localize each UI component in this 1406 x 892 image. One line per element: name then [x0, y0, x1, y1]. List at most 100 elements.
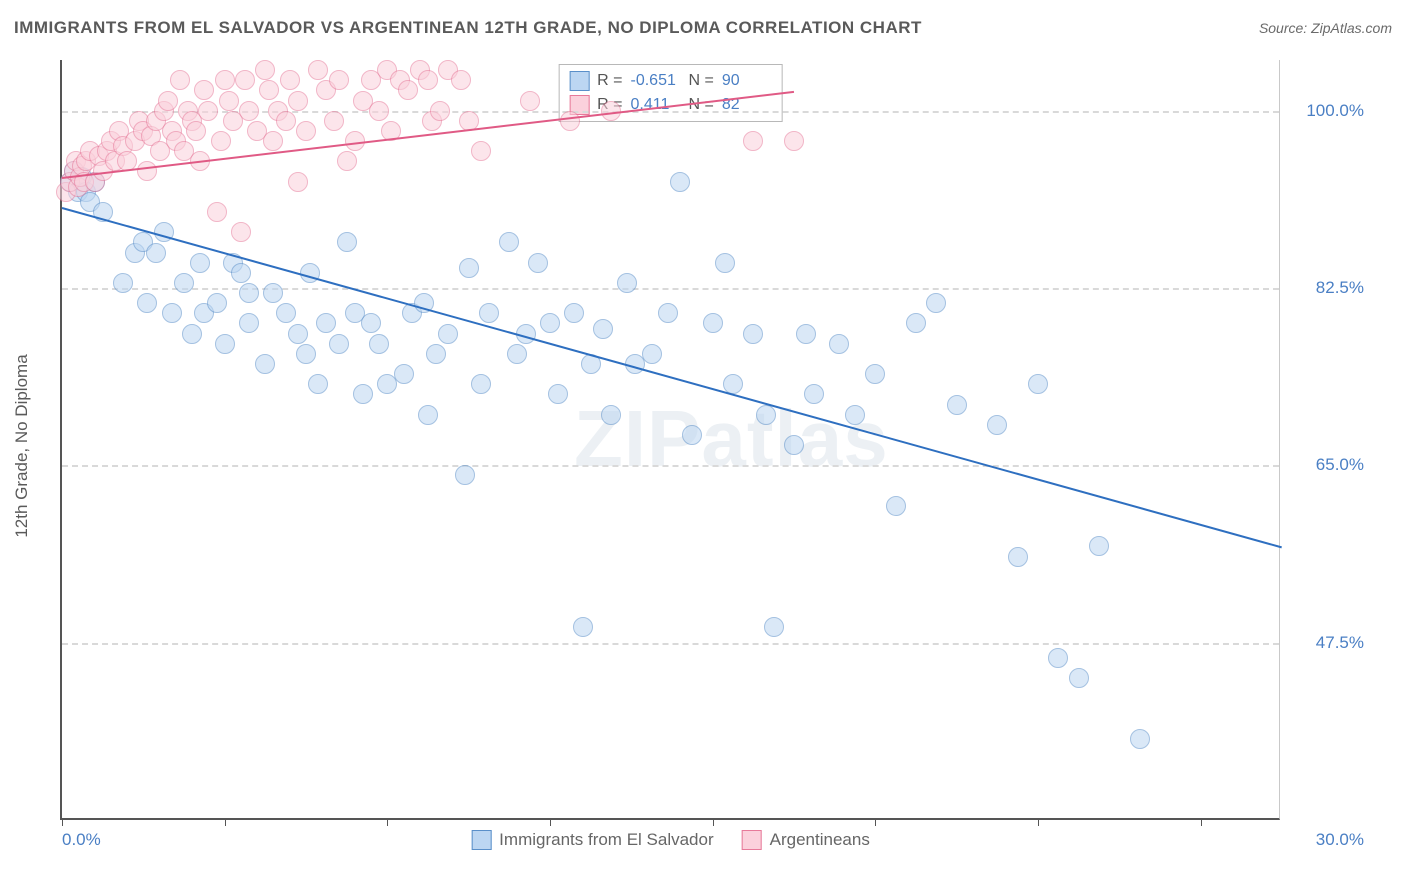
scatter-point	[560, 111, 580, 131]
scatter-point	[215, 70, 235, 90]
scatter-point	[455, 465, 475, 485]
scatter-point	[369, 334, 389, 354]
y-axis-label: 12th Grade, No Diploma	[12, 354, 32, 537]
scatter-point	[764, 617, 784, 637]
scatter-point	[146, 243, 166, 263]
scatter-point	[756, 405, 776, 425]
stats-row: R =-0.651N =90	[569, 69, 772, 93]
scatter-point	[471, 141, 491, 161]
scatter-point	[430, 101, 450, 121]
watermark: ZIPatlas	[574, 393, 889, 485]
scatter-point	[471, 374, 491, 394]
scatter-point	[296, 121, 316, 141]
x-tick	[875, 818, 876, 826]
scatter-point	[255, 60, 275, 80]
scatter-point	[642, 344, 662, 364]
scatter-point	[308, 374, 328, 394]
scatter-point	[231, 222, 251, 242]
x-tick	[62, 818, 63, 826]
scatter-point	[337, 232, 357, 252]
scatter-point	[198, 101, 218, 121]
scatter-point	[682, 425, 702, 445]
scatter-point	[593, 319, 613, 339]
gridline	[62, 465, 1279, 467]
scatter-point	[190, 253, 210, 273]
scatter-point	[1048, 648, 1068, 668]
scatter-point	[784, 131, 804, 151]
scatter-point	[1028, 374, 1048, 394]
scatter-point	[906, 313, 926, 333]
x-tick	[1201, 818, 1202, 826]
header: IMMIGRANTS FROM EL SALVADOR VS ARGENTINE…	[14, 18, 1392, 38]
x-tick	[387, 818, 388, 826]
scatter-point	[1008, 547, 1028, 567]
scatter-point	[288, 324, 308, 344]
scatter-point	[259, 80, 279, 100]
scatter-point	[670, 172, 690, 192]
stats-r-value: -0.651	[631, 72, 681, 90]
scatter-point	[418, 405, 438, 425]
stats-legend-box: R =-0.651N =90R =0.411N =82	[558, 64, 783, 122]
scatter-point	[804, 384, 824, 404]
scatter-point	[329, 334, 349, 354]
scatter-point	[162, 303, 182, 323]
scatter-point	[337, 151, 357, 171]
scatter-point	[170, 70, 190, 90]
scatter-point	[499, 232, 519, 252]
scatter-point	[528, 253, 548, 273]
scatter-point	[796, 324, 816, 344]
x-axis-max-label: 30.0%	[1316, 830, 1364, 850]
legend-swatch	[742, 830, 762, 850]
scatter-point	[947, 395, 967, 415]
scatter-point	[459, 258, 479, 278]
y-tick-label: 100.0%	[1289, 101, 1364, 121]
scatter-point	[296, 344, 316, 364]
gridline	[62, 643, 1279, 645]
scatter-point	[316, 313, 336, 333]
scatter-point	[255, 354, 275, 374]
source-label: Source: ZipAtlas.com	[1259, 20, 1392, 36]
scatter-point	[743, 131, 763, 151]
scatter-point	[239, 101, 259, 121]
scatter-point	[548, 384, 568, 404]
scatter-point	[239, 313, 259, 333]
scatter-point	[329, 70, 349, 90]
scatter-point	[308, 60, 328, 80]
scatter-point	[784, 435, 804, 455]
scatter-point	[743, 324, 763, 344]
scatter-point	[113, 273, 133, 293]
x-tick	[550, 818, 551, 826]
y-tick-label: 82.5%	[1289, 278, 1364, 298]
x-tick	[225, 818, 226, 826]
bottom-legend: Immigrants from El SalvadorArgentineans	[471, 830, 870, 850]
scatter-point	[231, 263, 251, 283]
scatter-point	[715, 253, 735, 273]
scatter-point	[288, 172, 308, 192]
stats-n-value: 90	[722, 72, 772, 90]
scatter-point	[324, 111, 344, 131]
scatter-point	[194, 80, 214, 100]
scatter-point	[207, 202, 227, 222]
scatter-point	[540, 313, 560, 333]
scatter-point	[137, 161, 157, 181]
scatter-point	[235, 70, 255, 90]
scatter-point	[263, 283, 283, 303]
x-axis-min-label: 0.0%	[62, 830, 101, 850]
scatter-point	[617, 273, 637, 293]
scatter-point	[239, 283, 259, 303]
scatter-point	[601, 405, 621, 425]
scatter-point	[520, 91, 540, 111]
scatter-point	[207, 293, 227, 313]
scatter-point	[276, 111, 296, 131]
scatter-point	[438, 324, 458, 344]
legend-swatch	[569, 71, 589, 91]
scatter-point	[158, 91, 178, 111]
scatter-point	[573, 617, 593, 637]
scatter-point	[361, 313, 381, 333]
plot-area: ZIPatlas R =-0.651N =90R =0.411N =82 0.0…	[60, 60, 1280, 820]
scatter-point	[288, 91, 308, 111]
scatter-point	[215, 334, 235, 354]
scatter-point	[186, 121, 206, 141]
scatter-point	[451, 70, 471, 90]
scatter-point	[987, 415, 1007, 435]
